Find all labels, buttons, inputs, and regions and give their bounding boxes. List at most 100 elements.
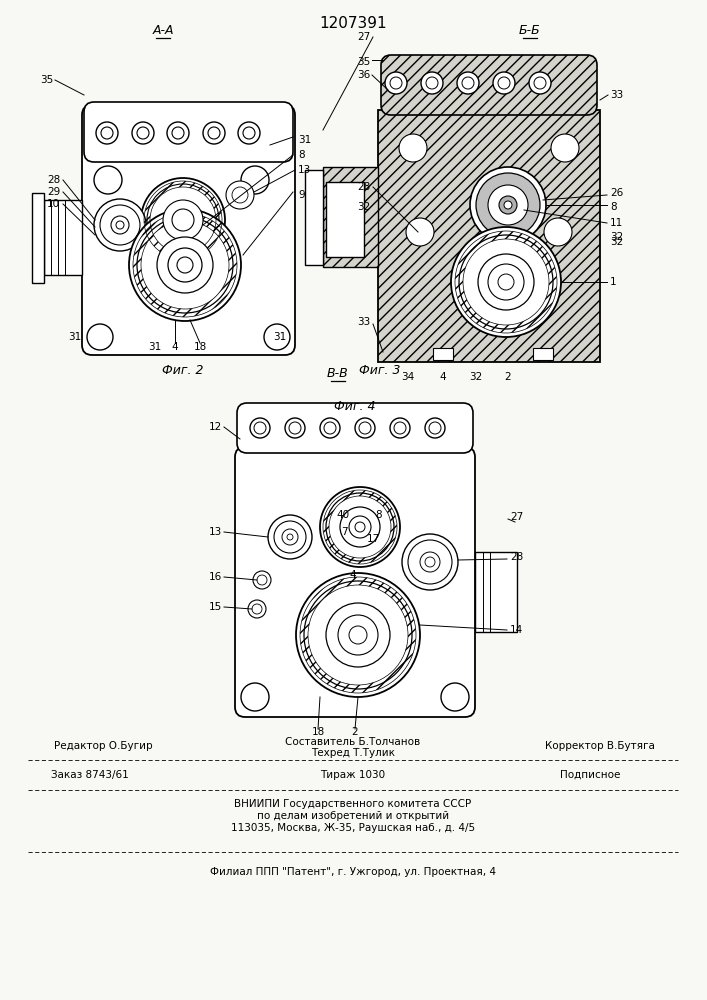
Circle shape [172,127,184,139]
Text: 9: 9 [298,190,305,200]
Circle shape [390,418,410,438]
Text: 2: 2 [351,727,358,737]
Circle shape [349,626,367,644]
Circle shape [94,166,122,194]
Circle shape [320,418,340,438]
Circle shape [390,77,402,89]
Text: 15: 15 [209,602,222,612]
Text: 31: 31 [69,332,81,342]
Text: 12: 12 [209,422,222,432]
Text: 1207391: 1207391 [319,15,387,30]
Circle shape [457,72,479,94]
Bar [533,348,553,360]
Text: 11: 11 [610,218,624,228]
Circle shape [488,264,524,300]
Text: 35: 35 [357,57,370,67]
Circle shape [101,127,113,139]
Circle shape [257,575,267,585]
Text: 35: 35 [40,75,54,85]
Text: 13: 13 [209,527,222,537]
Circle shape [252,604,262,614]
Text: 31: 31 [274,332,286,342]
Text: 4: 4 [350,570,356,580]
Circle shape [285,418,305,438]
Circle shape [355,418,375,438]
Circle shape [402,534,458,590]
Circle shape [163,200,203,240]
Text: 7: 7 [341,527,348,537]
Circle shape [168,248,202,282]
Text: ВНИИПИ Государственного комитета СССР: ВНИИПИ Государственного комитета СССР [235,799,472,809]
Circle shape [232,187,248,203]
Text: 32: 32 [610,232,624,242]
Text: 40: 40 [337,510,350,520]
Bar [44,200,82,275]
Text: Тираж 1030: Тираж 1030 [320,770,385,780]
Circle shape [172,209,194,231]
Circle shape [493,72,515,94]
FancyBboxPatch shape [82,105,295,355]
Circle shape [241,166,269,194]
Circle shape [147,184,219,256]
Circle shape [208,127,220,139]
Text: 1: 1 [610,277,617,287]
Circle shape [349,516,371,538]
Text: Составитель Б.Толчанов: Составитель Б.Толчанов [286,737,421,747]
Text: 14: 14 [510,625,523,635]
Circle shape [282,529,298,545]
Text: 28: 28 [47,175,60,185]
Text: 28: 28 [510,552,523,562]
Text: Филиал ППП "Патент", г. Ужгород, ул. Проектная, 4: Филиал ППП "Патент", г. Ужгород, ул. Про… [210,867,496,877]
Bar [32,193,44,283]
Circle shape [441,683,469,711]
Circle shape [340,507,380,547]
Bar [433,348,453,360]
Circle shape [399,134,427,162]
Circle shape [429,422,441,434]
Circle shape [425,557,435,567]
FancyBboxPatch shape [237,403,473,453]
Circle shape [111,216,129,234]
Circle shape [534,77,546,89]
Text: 8: 8 [298,150,305,160]
FancyBboxPatch shape [235,447,475,717]
Text: 4: 4 [172,342,178,352]
Circle shape [355,522,365,532]
Text: Б-Б: Б-Б [519,24,541,37]
Text: 18: 18 [311,727,325,737]
Text: 31: 31 [298,135,311,145]
Circle shape [129,209,241,321]
Circle shape [287,534,293,540]
Text: 13: 13 [298,165,311,175]
Circle shape [116,221,124,229]
Circle shape [268,515,312,559]
Text: 32: 32 [610,237,624,247]
Text: 26: 26 [610,188,624,198]
Circle shape [137,217,233,313]
Circle shape [304,581,412,689]
Circle shape [253,571,271,589]
Text: Фиг. 3: Фиг. 3 [359,363,401,376]
Text: 33: 33 [357,317,370,327]
Bar [326,182,364,257]
Text: А-А: А-А [152,24,174,37]
Circle shape [451,227,561,337]
Circle shape [250,418,270,438]
Circle shape [498,77,510,89]
Circle shape [167,122,189,144]
Text: 27: 27 [510,512,523,522]
Circle shape [274,521,306,553]
Circle shape [385,72,407,94]
Circle shape [459,235,553,329]
Text: 4: 4 [440,372,446,382]
Text: 29: 29 [47,187,60,197]
Circle shape [326,493,394,561]
Circle shape [326,603,390,667]
Bar [378,110,600,362]
Circle shape [157,237,213,293]
Text: 18: 18 [194,342,206,352]
Circle shape [426,77,438,89]
Bar [305,170,323,265]
Text: 32: 32 [469,372,483,382]
Text: 33: 33 [610,90,624,100]
